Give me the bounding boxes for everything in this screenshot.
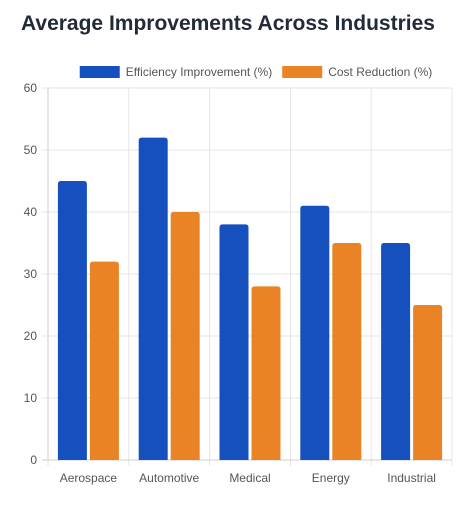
y-tick-label: 0 — [30, 453, 37, 467]
bar-cost-energy[interactable] — [332, 243, 362, 460]
bar-efficiency-industrial[interactable] — [381, 243, 411, 460]
bar-efficiency-aerospace[interactable] — [57, 181, 87, 460]
legend-item-cost[interactable]: Cost Reduction (%) — [282, 65, 432, 79]
legend-label: Cost Reduction (%) — [328, 65, 432, 79]
bar-efficiency-automotive[interactable] — [138, 137, 168, 460]
bars — [57, 137, 443, 460]
y-tick-label: 40 — [24, 205, 38, 219]
y-tick-label: 50 — [24, 143, 38, 157]
bar-efficiency-medical[interactable] — [219, 224, 249, 460]
bar-efficiency-energy[interactable] — [300, 205, 330, 460]
y-tick-label: 30 — [24, 267, 38, 281]
chart-title: Average Improvements Across Industries — [21, 12, 435, 35]
legend-label: Efficiency Improvement (%) — [126, 65, 273, 79]
legend-item-efficiency[interactable]: Efficiency Improvement (%) — [79, 65, 273, 79]
y-tick-label: 10 — [24, 391, 38, 405]
bar-cost-aerospace[interactable] — [89, 261, 119, 460]
bar-cost-industrial[interactable] — [413, 305, 443, 460]
bar-cost-automotive[interactable] — [170, 212, 200, 460]
x-tick-label: Aerospace — [60, 471, 118, 485]
legend-swatch — [79, 66, 120, 78]
x-tick-label: Energy — [312, 471, 350, 485]
x-tick-label: Automotive — [139, 471, 199, 485]
bar-cost-medical[interactable] — [251, 286, 281, 460]
y-tick-label: 60 — [24, 81, 38, 95]
x-tick-label: Medical — [229, 471, 270, 485]
tick-labels: 0 10 20 30 40 50 60 Aerospace Automotive Medical E… — [24, 81, 436, 485]
x-tick-label: Industrial — [387, 471, 436, 485]
legend[interactable]: Efficiency Improvement (%) Cost Reduction… — [79, 65, 433, 79]
y-tick-label: 20 — [24, 329, 38, 343]
legend-swatch — [282, 66, 323, 78]
